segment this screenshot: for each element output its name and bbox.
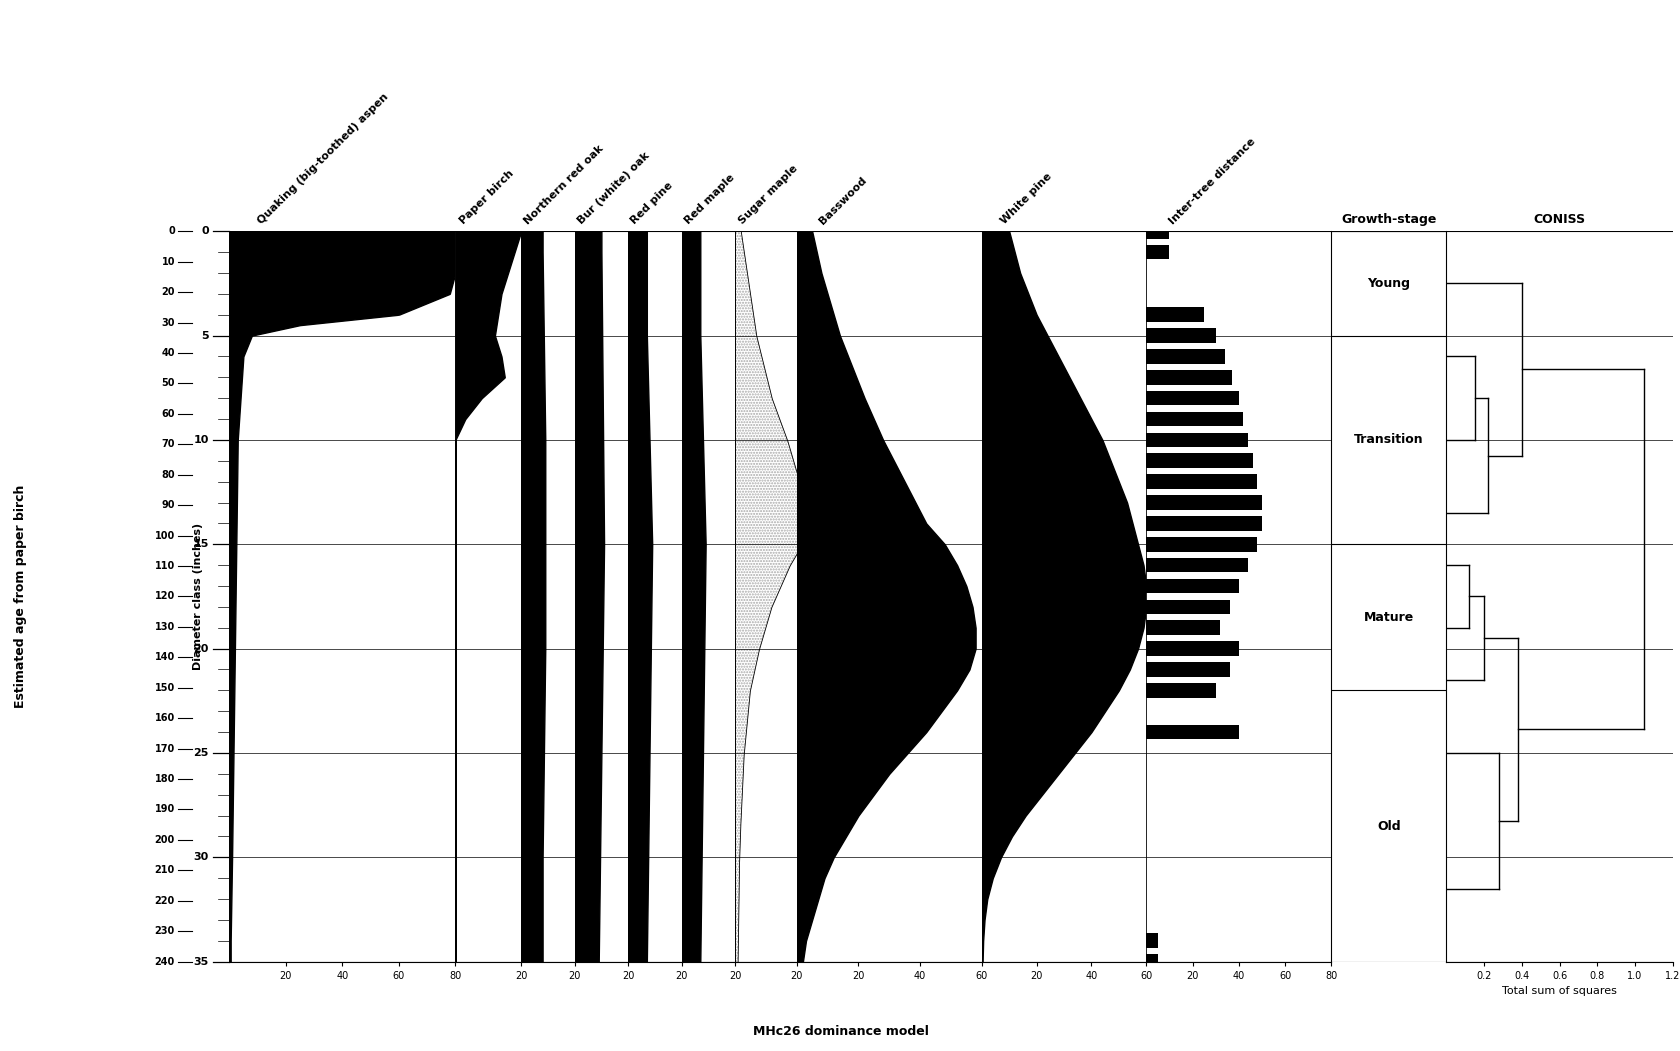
Bar [1146,558,1247,573]
Text: 170: 170 [155,744,175,754]
Bar [1146,224,1169,239]
Text: 20: 20 [161,287,175,297]
Bar [1146,495,1262,510]
Text: Growth-stage: Growth-stage [1341,213,1436,226]
Text: Northern red oak: Northern red oak [522,143,605,226]
Text: Old: Old [1376,820,1399,832]
Bar [1146,662,1228,677]
Bar [1146,370,1231,385]
Text: 160: 160 [155,714,175,723]
Text: 10: 10 [193,435,208,445]
Text: 50: 50 [161,378,175,389]
Text: 150: 150 [155,683,175,693]
Text: CONISS: CONISS [1532,213,1584,226]
Bar [1146,516,1262,531]
Text: Red maple: Red maple [682,172,736,226]
Text: Sugar maple: Sugar maple [738,163,800,226]
Text: Red pine: Red pine [628,180,674,226]
Text: 70: 70 [161,439,175,449]
Bar [1146,245,1169,260]
Text: 100: 100 [155,531,175,540]
Text: Inter-tree distance: Inter-tree distance [1166,136,1257,226]
Text: 40: 40 [161,348,175,358]
Bar [1146,433,1247,448]
Text: 180: 180 [155,774,175,784]
Text: 110: 110 [155,561,175,571]
Text: 190: 190 [155,804,175,815]
Text: Basswood: Basswood [816,174,869,226]
Text: 60: 60 [161,409,175,419]
Text: 25: 25 [193,748,208,758]
Text: 200: 200 [155,834,175,845]
Text: 10: 10 [161,256,175,267]
Text: 90: 90 [161,500,175,510]
Text: 0: 0 [202,226,208,236]
X-axis label: Total sum of squares: Total sum of squares [1502,986,1616,996]
Text: 35: 35 [193,956,208,967]
Text: Transition: Transition [1354,433,1423,447]
Bar [1146,328,1215,343]
Text: 20: 20 [193,643,208,654]
Text: 210: 210 [155,865,175,875]
Text: 80: 80 [161,470,175,479]
Text: 15: 15 [193,539,208,550]
Text: 30: 30 [161,317,175,328]
Bar [1146,725,1238,740]
Bar [1146,453,1252,468]
Bar [1146,349,1225,364]
Bar [1146,641,1238,656]
Text: Quaking (big-toothed) aspen: Quaking (big-toothed) aspen [255,91,390,226]
Text: 5: 5 [202,331,208,341]
Text: MHc26 dominance model: MHc26 dominance model [753,1026,927,1038]
Text: Paper birch: Paper birch [459,168,516,226]
Bar [1146,307,1203,322]
Text: 140: 140 [155,653,175,662]
Bar [1146,683,1215,698]
Bar [1146,599,1228,614]
Bar [1146,933,1158,948]
Text: Mature: Mature [1362,611,1413,624]
Text: 230: 230 [155,926,175,936]
Text: Bur (white) oak: Bur (white) oak [575,150,650,226]
Text: 240: 240 [155,956,175,967]
Text: White pine: White pine [1000,171,1053,226]
Bar [1146,620,1220,635]
Text: Estimated age from paper birch: Estimated age from paper birch [13,485,27,708]
Bar [1146,537,1257,552]
Bar [1146,579,1238,594]
Bar [1146,412,1243,427]
Text: 220: 220 [155,895,175,906]
Bar [1146,474,1257,489]
Text: 0: 0 [168,226,175,236]
Bar [1146,954,1158,969]
Text: Diameter class (inches): Diameter class (inches) [193,523,203,669]
Bar [1146,391,1238,406]
Text: 30: 30 [193,852,208,862]
Text: Young: Young [1366,276,1410,290]
Text: 120: 120 [155,592,175,601]
Text: 130: 130 [155,622,175,632]
